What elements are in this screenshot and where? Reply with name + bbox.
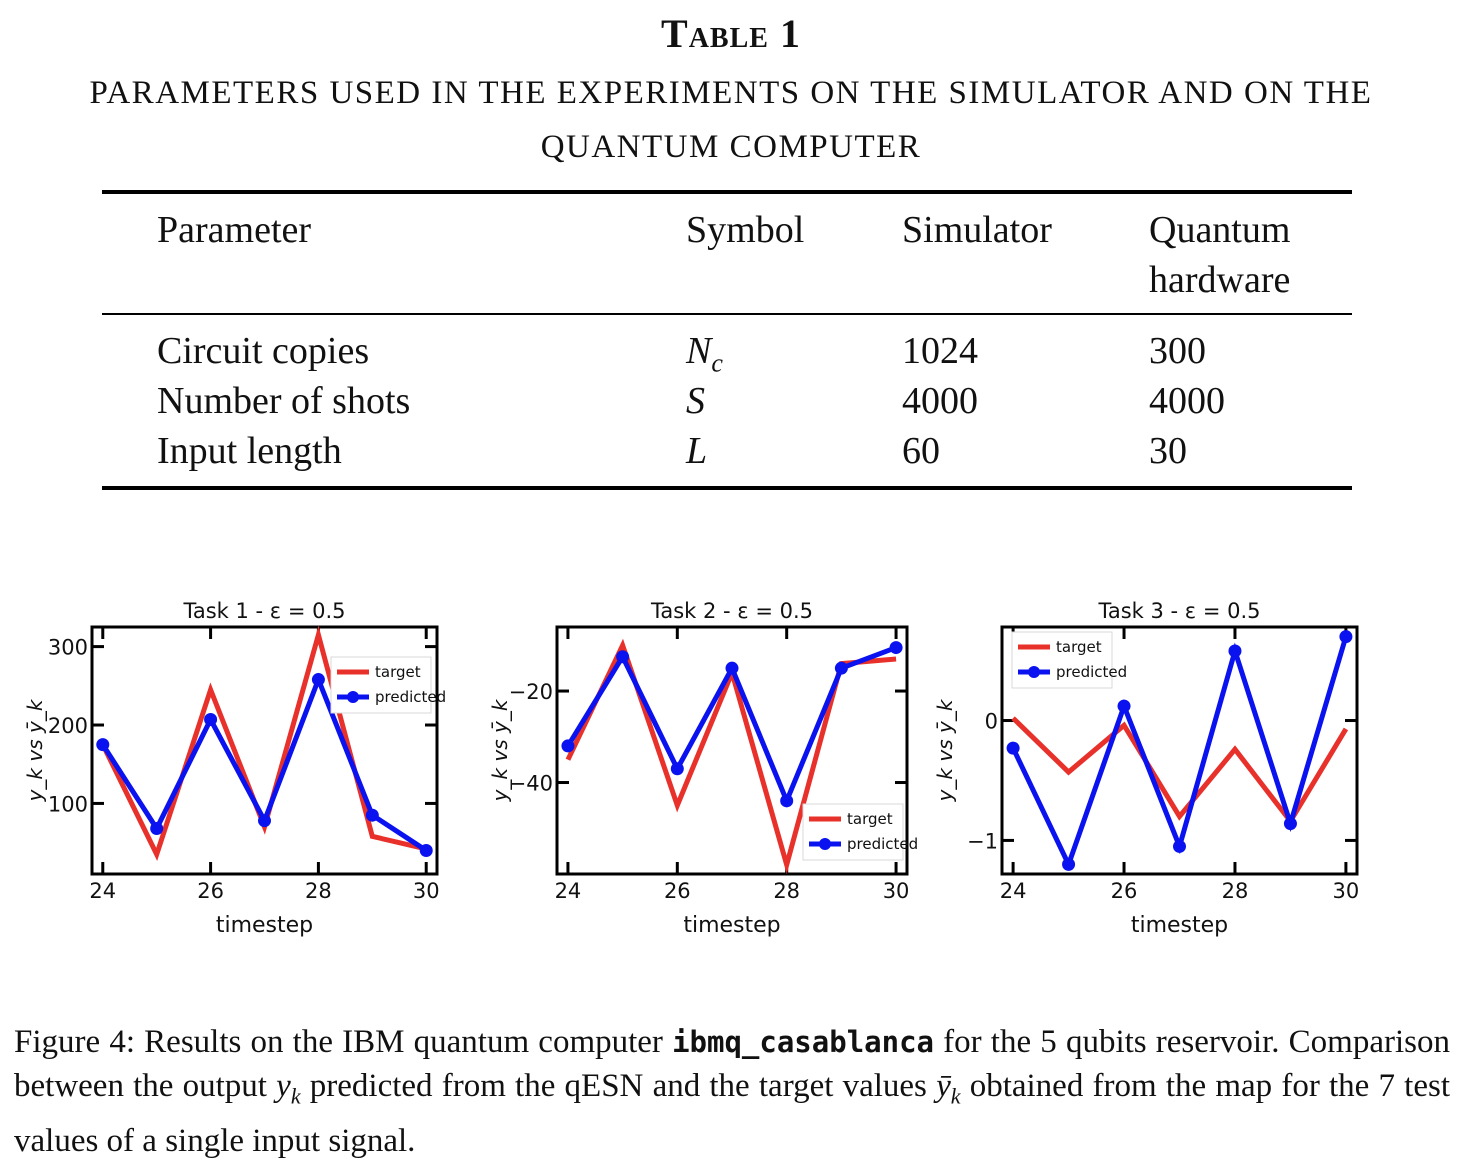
header-quantum: Quantum [1149,209,1291,251]
chart3-ytick-label--1: −1 [967,829,998,853]
table-caption: PARAMETERS USED IN THE EXPERIMENTS ON TH… [89,75,1373,165]
chart3-predicted-point-27 [1173,839,1186,853]
chart3-predicted-point-29 [1283,817,1297,831]
chart1-xtick-label-26: 26 [197,879,224,903]
row-circuit-copies-symbol: Nc [686,330,723,378]
header-parameter: Parameter [157,209,312,251]
chart3-title: Task 3 - ε = 0.5 [1098,599,1261,623]
chart1-predicted-point-28 [311,673,325,687]
chart1-ytick-label-300: 300 [48,636,88,660]
header-symbol: Symbol [686,209,805,251]
chart1-legend-target-label: target [375,663,421,681]
chart1-predicted-point-29 [365,808,379,822]
chart3-xtick-label-24: 24 [1000,879,1027,903]
chart1-ylabel: y_k vs ȳ_k [23,698,47,802]
chart2-xtick-label-26: 26 [664,879,691,903]
chart1-legend-predicted-label: predicted [375,688,446,706]
row-shots-hardware: 4000 [1149,380,1225,422]
table-top-rule [102,190,1352,194]
chart2-ytick-label--20: −20 [509,680,553,704]
chart1-predicted-point-30 [419,843,433,857]
chart3-xtick-label-26: 26 [1111,879,1138,903]
chart1-predicted-point-24 [96,738,110,752]
row-circuit-copies-simulator: 1024 [902,330,978,372]
chart1-ytick-label-200: 200 [48,714,88,738]
chart1-legend-box [330,656,432,714]
chart3-predicted-point-25 [1062,857,1076,871]
chart2-predicted-point-27 [725,661,739,675]
row-input-length-simulator: 60 [902,430,940,472]
chart2-ylabel: y_k vs ȳ_k [488,698,512,802]
chart2-legend-predicted-marker [819,838,831,850]
chart1-xtick-label-30: 30 [413,879,440,903]
chart1-xtick-label-28: 28 [305,879,332,903]
chart3-frame [1000,625,1359,876]
chart3-legend-box [1011,631,1113,689]
chart1-predicted-point-25 [150,822,164,836]
row-input-length-symbol: L [686,430,708,472]
figure-caption: Figure 4: Results on the IBM quantum com… [14,1024,1451,1159]
chart1-frame [90,625,439,876]
chart2-frame [555,625,909,876]
chart2-predicted-point-25 [616,650,630,664]
chart3-predicted-point-28 [1228,644,1242,658]
chart1-predicted-point-27 [258,814,271,828]
chart2-title: Task 2 - ε = 0.5 [650,599,813,623]
output-symbol: yk [276,1068,301,1109]
chart2-xtick-label-28: 28 [773,879,800,903]
row-shots-symbol: S [686,380,705,422]
chart2-predicted-point-28 [780,794,794,808]
chart1-xlabel: timestep [216,913,313,938]
chart2-ytick-label--40: −40 [509,772,553,796]
chart1-predicted-point-26 [204,713,218,727]
row-input-length-parameter: Input length [157,430,342,472]
chart3-predicted-point-24 [1006,741,1020,755]
row-circuit-copies-parameter: Circuit copies [157,330,370,372]
chart2-legend-box [802,803,904,861]
row-shots-parameter: Number of shots [157,380,411,422]
chart2-xtick-label-24: 24 [555,879,582,903]
chart2-legend-target-label: target [847,810,893,828]
chart3-xlabel: timestep [1131,913,1228,938]
chart2-predicted-point-30 [889,641,903,655]
chart3-legend-predicted-label: predicted [1056,663,1127,681]
chart2-predicted-point-24 [561,739,575,753]
chart3-legend-target-label: target [1056,638,1102,656]
table-header-rule [102,313,1352,315]
target-symbol: ȳk [936,1068,961,1109]
chart1-xtick-label-24: 24 [89,879,116,903]
chart3-ylabel: y_k vs ȳ_k [933,698,957,802]
chart1-ytick-label-100: 100 [48,792,88,816]
chart2-predicted-point-29 [834,661,848,675]
row-shots-simulator: 4000 [902,380,978,422]
chart3-xtick-label-28: 28 [1222,879,1249,903]
chart3-legend-predicted-marker [1028,666,1040,678]
chart3-predicted-point-26 [1117,699,1131,713]
table-bottom-rule [102,486,1352,490]
figure-label: Figure 4: [14,1024,135,1060]
row-input-length-hardware: 30 [1149,430,1187,472]
chart2-xlabel: timestep [683,913,780,938]
table-title: Table 1 [661,11,801,56]
row-circuit-copies-hardware: 300 [1149,330,1206,372]
chart2-legend-predicted-label: predicted [847,835,918,853]
chart2-predicted-point-26 [670,762,684,776]
chart1-title: Task 1 - ε = 0.5 [183,599,346,623]
header-hardware: hardware [1149,259,1291,301]
chart2-xtick-label-30: 30 [883,879,910,903]
chart1-legend-predicted-marker [347,691,359,703]
device-name: ibmq_casablanca [672,1025,934,1059]
chart3-ytick-label-0: 0 [985,710,998,734]
header-simulator: Simulator [902,209,1052,251]
figure-4-charts: Task 1 - ε = 0.524 26 28 30100200300timeste… [23,599,1360,938]
chart3-xtick-label-30: 30 [1333,879,1360,903]
chart3-predicted-point-30 [1339,630,1353,644]
